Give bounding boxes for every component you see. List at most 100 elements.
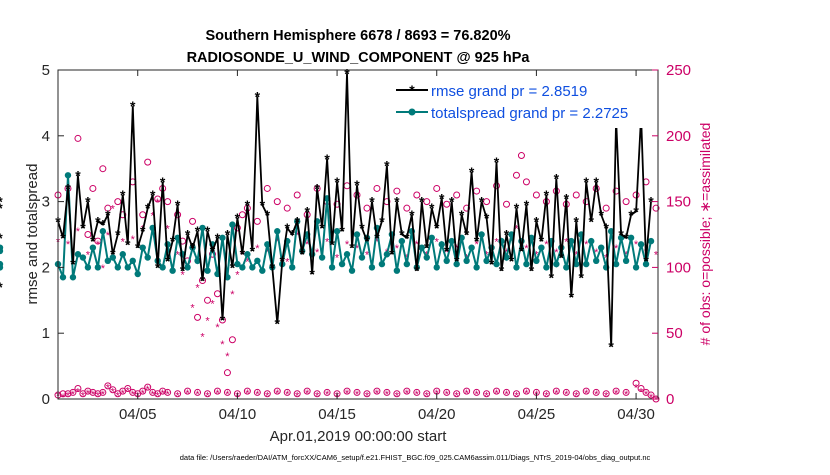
totalspread-point (99, 228, 107, 235)
obs-possible-point (403, 204, 411, 212)
rmse-point: * (628, 207, 634, 223)
obs-assimilated-point: * (534, 250, 539, 262)
obs-possible-point (164, 388, 172, 396)
rmse-point: * (464, 227, 470, 243)
totalspread-point (328, 264, 336, 271)
rmse-point: * (394, 194, 400, 210)
obs-possible-point (213, 290, 221, 298)
obs-assimilated-point: * (131, 389, 136, 401)
obs-possible-point (253, 217, 261, 225)
totalspread-point (353, 231, 361, 238)
legend-marker-spread (408, 108, 416, 116)
rmse-point: * (459, 207, 465, 223)
obs-assimilated-point: * (445, 389, 450, 401)
rmse-point: * (329, 236, 335, 252)
obs-assimilated-point: * (544, 391, 549, 403)
totalspread-point (553, 260, 560, 268)
obs-assimilated-point: * (240, 250, 245, 262)
rmse-point: * (220, 312, 226, 328)
obs-possible-point (353, 388, 361, 396)
obs-possible-point (632, 379, 640, 387)
rmse-point: * (100, 217, 106, 233)
rmse-point: * (514, 200, 520, 216)
obs-assimilated-point: * (305, 388, 310, 400)
obs-possible-point (293, 390, 301, 398)
legend: * rmse grand pr = 2.8519 totalspread gra… (390, 78, 652, 128)
obs-assimilated-point: * (285, 389, 290, 401)
obs-assimilated-point: * (195, 283, 200, 295)
obs-assimilated-point: * (315, 247, 320, 259)
totalspread-point (144, 254, 151, 261)
rmse-point: * (0, 200, 3, 216)
rmse-point: * (195, 223, 201, 239)
obs-possible-point (129, 388, 137, 396)
obs-assimilated-point: * (195, 389, 200, 401)
obs-possible-point (154, 195, 162, 203)
obs-assimilated-point: * (156, 197, 161, 209)
totalspread-point (244, 251, 251, 258)
obs-assimilated-point: * (101, 263, 106, 275)
rmse-point: * (379, 213, 385, 229)
y-tick-label: 3 (42, 194, 50, 211)
rmse-point: * (479, 194, 485, 210)
rmse-point: * (115, 227, 121, 243)
totalspread-point (249, 264, 256, 271)
rmse-point: * (349, 240, 355, 256)
rmse-point: * (289, 227, 295, 243)
rmse-point: * (384, 157, 390, 173)
totalspread-point (637, 241, 645, 248)
obs-assimilated-point: * (86, 250, 91, 262)
obs-assimilated-point: * (156, 391, 161, 403)
totalspread-point (194, 257, 201, 265)
totalspread-point (433, 264, 440, 271)
rmse-point: * (130, 98, 136, 114)
totalspread-point (622, 257, 630, 265)
obs-assimilated-point: * (210, 298, 215, 310)
obs-possible-point (433, 184, 441, 192)
obs-assimilated-point: * (604, 391, 609, 403)
obs-assimilated-point: * (365, 391, 370, 403)
rmse-point: * (140, 223, 146, 239)
totalspread-point (104, 257, 112, 265)
y-tick-label: 4 (42, 128, 50, 145)
rmse-point: * (175, 197, 181, 213)
obs-possible-point (104, 382, 112, 390)
rmse-point: * (404, 230, 410, 246)
rmse-point: * (519, 243, 525, 259)
obs-assimilated-point: * (96, 391, 101, 403)
rmse-point: * (215, 230, 221, 246)
rmse-point: * (314, 180, 320, 196)
obs-possible-point (413, 388, 421, 396)
totalspread-point (423, 254, 430, 261)
obs-assimilated-point: * (654, 250, 659, 262)
obs-possible-point (69, 388, 77, 396)
obs-possible-point (403, 387, 411, 395)
rmse-point: * (354, 177, 360, 193)
obs-assimilated-point: * (165, 389, 170, 401)
y-axis-right: 0 50 100 150 200 250 (652, 62, 691, 408)
rmse-point: * (319, 220, 325, 236)
obs-assimilated-point: * (106, 230, 111, 242)
obs-possible-point (393, 390, 401, 398)
obs-assimilated-point: * (544, 239, 549, 251)
rmse-point: * (549, 269, 555, 285)
totalspread-point (642, 260, 650, 268)
totalspread-point (114, 264, 122, 271)
obs-possible-point (622, 388, 630, 396)
obs-possible-point (94, 390, 102, 398)
rmse-point: * (374, 230, 380, 246)
obs-possible-point (114, 198, 122, 206)
totalspread-point (333, 228, 341, 235)
rmse-point: * (409, 207, 415, 223)
obs-assimilated-point: * (514, 223, 519, 235)
obs-assimilated-point: * (111, 204, 116, 216)
rmse-point: * (0, 194, 3, 210)
obs-possible-point (453, 390, 461, 398)
totalspread-point (627, 234, 635, 241)
legend-label-spread: totalspread grand pr = 2.2725 (431, 105, 628, 122)
totalspread-point (597, 244, 605, 251)
obs-possible-point (582, 387, 590, 395)
obs-assimilated-point: * (245, 256, 250, 268)
rmse-point: * (588, 213, 594, 229)
rmse-point: * (584, 174, 590, 190)
